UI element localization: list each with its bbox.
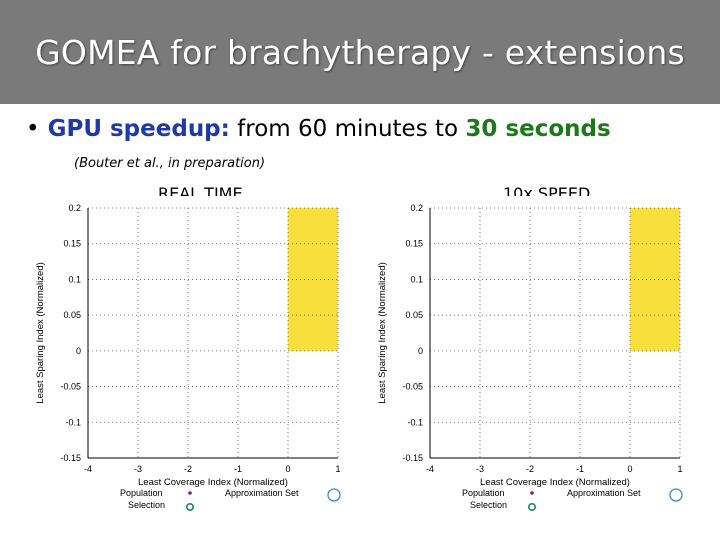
- x-axis-label: Least Coverage Index (Normalized): [138, 477, 288, 488]
- y-tick-label: 0.1: [68, 274, 81, 284]
- legend-selection-label: Selection: [470, 500, 507, 510]
- legend-population-marker: [530, 491, 534, 495]
- chart-real-time: -4 -3 -2 -1 0 1 0.2 0.15 0.1 0.05 0 -0.05 -0.1 -0.15 L…: [30, 196, 352, 523]
- y-tick-label: 0.05: [405, 310, 423, 320]
- legend-selection-label: Selection: [128, 500, 165, 510]
- x-tick-label: 1: [677, 464, 682, 474]
- x-tick-label: -3: [134, 464, 142, 474]
- x-tick-label: -3: [476, 464, 484, 474]
- y-tick-label: 0: [418, 346, 423, 356]
- legend-selection-marker: [528, 502, 537, 511]
- y-tick-label: 0.2: [68, 203, 81, 213]
- legend-approximation-marker: [327, 488, 341, 502]
- legend-approximation-label: Approximation Set: [567, 488, 641, 498]
- x-tick-label: 0: [285, 464, 290, 474]
- bullet-prefix: GPU speedup:: [47, 116, 230, 142]
- x-tick-label: -2: [526, 464, 534, 474]
- y-tick-label: -0.1: [65, 417, 81, 427]
- x-tick-label: 1: [335, 464, 340, 474]
- bullet-dot: •: [26, 116, 40, 142]
- legend-approximation-label: Approximation Set: [225, 488, 299, 498]
- x-tick-label: -4: [84, 464, 92, 474]
- y-tick-label: 0.1: [410, 274, 423, 284]
- y-axis-label: Least Sparing Index (Normalized): [377, 262, 388, 404]
- slide-title: GOMEA for brachytherapy - extensions: [35, 32, 685, 72]
- y-tick-label: 0: [76, 346, 81, 356]
- legend-population-marker: [188, 491, 192, 495]
- y-tick-label: 0.05: [63, 310, 81, 320]
- bullet-middle: from 60 minutes to: [229, 116, 466, 142]
- bullet-point: • GPU speedup: from 60 minutes to 30 seco…: [26, 116, 611, 142]
- legend-population-label: Population: [120, 488, 163, 498]
- citation: (Bouter et al., in preparation): [74, 156, 266, 171]
- legend-approximation-marker: [669, 488, 683, 502]
- y-tick-label: -0.15: [60, 453, 81, 463]
- x-tick-label: -4: [426, 464, 434, 474]
- y-tick-label: 0.2: [410, 203, 423, 213]
- chart-10x-speed: -4 -3 -2 -1 0 1 0.2 0.15 0.1 0.05 0 -0.05 -0.1 -0.15 L…: [372, 196, 694, 523]
- x-tick-label: -2: [184, 464, 192, 474]
- x-axis-label: Least Coverage Index (Normalized): [480, 477, 630, 488]
- chart-svg-real-time: -4 -3 -2 -1 0 1 0.2 0.15 0.1 0.05 0 -0.05 -0.1 -0.15 L…: [30, 196, 352, 518]
- y-tick-label: -0.05: [60, 382, 81, 392]
- y-tick-label: -0.15: [402, 453, 423, 463]
- y-tick-label: -0.1: [407, 417, 423, 427]
- y-tick-label: 0.15: [405, 239, 423, 249]
- x-tick-label: -1: [234, 464, 242, 474]
- chart-svg-10x-speed: -4 -3 -2 -1 0 1 0.2 0.15 0.1 0.05 0 -0.05 -0.1 -0.15 L…: [372, 196, 694, 518]
- y-tick-label: -0.05: [402, 382, 423, 392]
- x-tick-label: 0: [627, 464, 632, 474]
- legend-selection-marker: [186, 502, 195, 511]
- y-tick-label: 0.15: [63, 239, 81, 249]
- legend-population-label: Population: [462, 488, 505, 498]
- title-bar: GOMEA for brachytherapy - extensions: [0, 0, 720, 104]
- x-tick-label: -1: [576, 464, 584, 474]
- bullet-highlight: 30 seconds: [465, 116, 611, 142]
- y-axis-label: Least Sparing Index (Normalized): [35, 262, 46, 404]
